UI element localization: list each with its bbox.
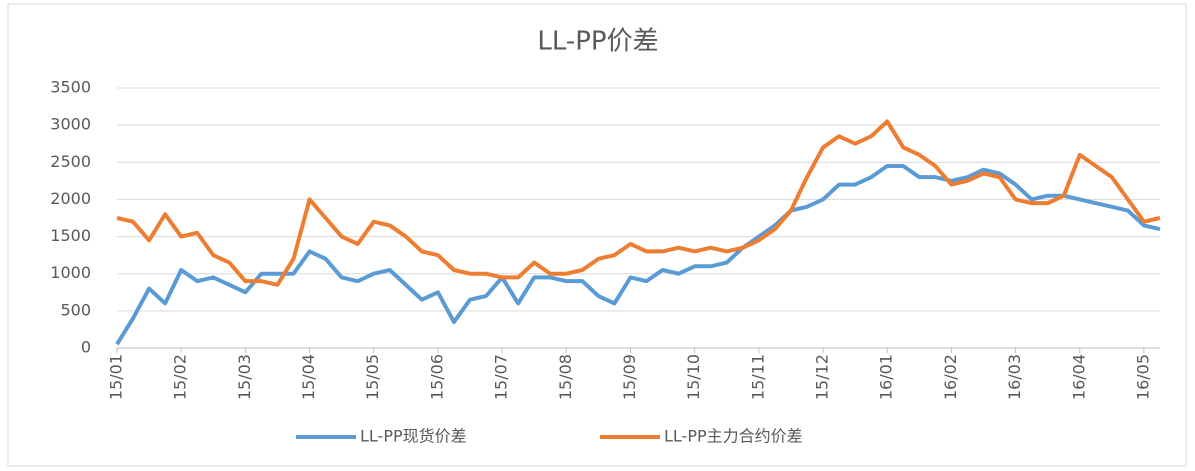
x-tick-label: 16/03: [1005, 354, 1024, 400]
x-tick-label: 15/02: [171, 354, 190, 400]
x-tick-label: 15/03: [235, 354, 254, 400]
y-tick-label: 500: [60, 300, 91, 319]
x-tick-label: 15/01: [107, 354, 126, 400]
y-tick-label: 1500: [50, 226, 91, 245]
x-tick-label: 16/05: [1133, 354, 1152, 400]
x-tick-label: 15/07: [492, 354, 511, 400]
x-tick-label: 15/12: [813, 354, 832, 400]
x-tick-label: 15/11: [748, 354, 767, 400]
x-tick-label: 15/05: [363, 354, 382, 400]
x-tick-label: 16/02: [941, 354, 960, 400]
x-tick-label: 16/01: [877, 354, 896, 400]
x-tick-label: 15/09: [620, 354, 639, 400]
y-tick-label: 2500: [50, 152, 91, 171]
legend-label: LL-PP现货价差: [360, 427, 467, 446]
x-tick-label: 16/04: [1069, 354, 1088, 400]
chart-title: LL-PP价差: [537, 27, 658, 57]
x-tick-label: 15/04: [299, 354, 318, 400]
y-tick-label: 3000: [50, 115, 91, 134]
y-tick-label: 0: [81, 338, 91, 357]
x-tick-label: 15/08: [556, 354, 575, 400]
y-tick-label: 2000: [50, 189, 91, 208]
legend-label: LL-PP主力合约价差: [664, 427, 803, 446]
series-line: [115, 164, 1161, 346]
y-tick-label: 1000: [50, 263, 91, 282]
chart-border: [7, 3, 1187, 467]
x-tick-label: 15/10: [684, 354, 703, 400]
series-line: [116, 119, 1161, 287]
y-tick-label: 3500: [50, 78, 91, 97]
x-tick-label: 15/06: [427, 354, 446, 400]
